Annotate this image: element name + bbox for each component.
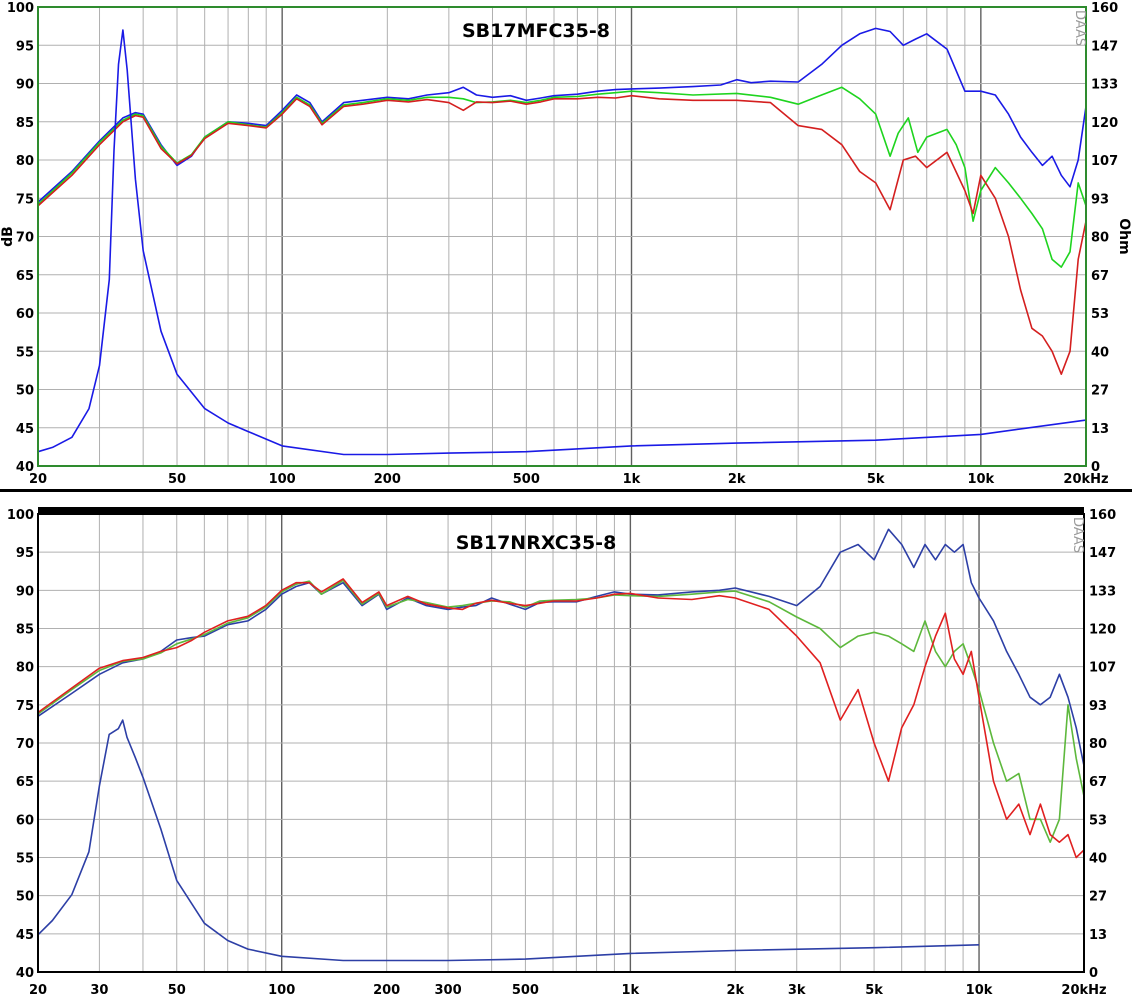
x-tick-label: 2k — [726, 983, 744, 998]
y2-tick-label: 27 — [1089, 890, 1107, 905]
x-tick-label: 1k — [622, 983, 640, 998]
y-tick-label: 55 — [16, 852, 34, 867]
y-tick-label: 50 — [16, 384, 34, 399]
plot-frame — [37, 6, 1087, 467]
y-tick-label: 40 — [16, 966, 34, 981]
y-tick-label: 75 — [16, 192, 34, 207]
y2-axis-label: Ohm — [1116, 218, 1132, 254]
x-tick-label: 200 — [374, 472, 401, 487]
y-tick-label: 70 — [16, 737, 34, 752]
y-tick-label: 95 — [16, 39, 34, 54]
panel-separator — [0, 489, 1132, 492]
y2-tick-label: 53 — [1089, 813, 1107, 828]
y-tick-label: 50 — [16, 890, 34, 905]
x-tick-label: 20kHz — [1061, 983, 1106, 998]
impedance-curve — [37, 29, 1087, 456]
y2-tick-label: 0 — [1089, 966, 1098, 981]
y2-tick-label: 67 — [1089, 775, 1107, 790]
x-tick-label: 3k — [788, 983, 806, 998]
y2-tick-label: 133 — [1091, 78, 1118, 93]
y2-tick-label: 80 — [1091, 231, 1109, 246]
x-tick-label: 100 — [268, 983, 295, 998]
x-tick-label: 1k — [623, 472, 641, 487]
y2-tick-label: 107 — [1091, 154, 1118, 169]
y2-tick-label: 147 — [1089, 546, 1116, 561]
y-tick-label: 70 — [16, 231, 34, 246]
x-tick-label: 50 — [168, 472, 186, 487]
y-tick-label: 90 — [16, 584, 34, 599]
y-axis-label: dB — [0, 226, 16, 247]
y-tick-label: 80 — [16, 661, 34, 676]
response-curve-2 — [37, 578, 1085, 859]
x-tick-label: 200 — [373, 983, 400, 998]
x-tick-label: 20 — [29, 983, 47, 998]
x-tick-label: 5k — [867, 472, 885, 487]
y2-tick-label: 93 — [1091, 192, 1109, 207]
top-chart-panel: SB17MFC35-8 DAAS 40 45 50 55 60 65 70 75 80 85 90 95 1… — [0, 1, 1132, 487]
x-tick-label: 30 — [90, 983, 108, 998]
y-tick-label: 100 — [7, 1, 34, 16]
y-tick-label: 60 — [16, 813, 34, 828]
x-tick-label: 10k — [967, 472, 994, 487]
y2-tick-label: 107 — [1089, 661, 1116, 676]
y2-tick-label: 133 — [1089, 584, 1116, 599]
watermark: DAAS — [1070, 517, 1085, 553]
x-tick-label: 5k — [865, 983, 883, 998]
response-curve-1 — [37, 86, 1087, 268]
x-tick-label: 2k — [728, 472, 746, 487]
plot-frame — [37, 513, 1085, 973]
y2-tick-label: 13 — [1089, 928, 1107, 943]
y2-tick-label: 53 — [1091, 307, 1109, 322]
y-tick-label: 55 — [16, 345, 34, 360]
plot-top-bar — [38, 507, 1084, 514]
y2-tick-label: 0 — [1091, 460, 1100, 475]
y-tick-label: 60 — [16, 307, 34, 322]
x-tick-label: 500 — [512, 983, 539, 998]
y-tick-label: 85 — [16, 116, 34, 131]
y2-tick-label: 67 — [1091, 269, 1109, 284]
y-tick-label: 40 — [16, 460, 34, 475]
y-tick-label: 80 — [16, 154, 34, 169]
y-tick-label: 100 — [7, 508, 34, 523]
y2-tick-label: 93 — [1089, 699, 1107, 714]
x-tick-label: 300 — [434, 983, 461, 998]
y-tick-label: 65 — [16, 775, 34, 790]
y2-tick-label: 120 — [1091, 116, 1118, 131]
y-tick-label: 45 — [16, 928, 34, 943]
x-tick-label: 100 — [269, 472, 296, 487]
y-tick-label: 95 — [16, 546, 34, 561]
y-tick-label: 75 — [16, 699, 34, 714]
x-tick-label: 500 — [513, 472, 540, 487]
watermark: DAAS — [1072, 10, 1087, 46]
chart-title: SB17MFC35-8 — [462, 20, 610, 42]
y-tick-label: 85 — [16, 623, 34, 638]
x-tick-label: 50 — [168, 983, 186, 998]
y-tick-label: 90 — [16, 78, 34, 93]
y2-tick-label: 147 — [1091, 39, 1118, 54]
y2-tick-label: 80 — [1089, 737, 1107, 752]
y2-tick-label: 120 — [1089, 623, 1116, 638]
response-curve-0 — [37, 528, 1085, 767]
response-curve-2 — [37, 94, 1087, 376]
y2-tick-label: 160 — [1089, 508, 1116, 523]
y2-tick-label: 40 — [1091, 345, 1109, 360]
x-tick-label: 10k — [966, 983, 993, 998]
chart-title: SB17NRXC35-8 — [456, 532, 617, 554]
y-tick-label: 65 — [16, 269, 34, 284]
impedance-curve — [37, 719, 980, 962]
x-tick-label: 20 — [29, 472, 47, 487]
y-tick-label: 45 — [16, 422, 34, 437]
bottom-chart-panel: SB17NRXC35-8 DAAS 40 45 50 55 60 65 70 75 80 85 90 95… — [7, 507, 1116, 998]
y2-tick-label: 27 — [1091, 384, 1109, 399]
x-tick-label: 20kHz — [1063, 472, 1108, 487]
y2-tick-label: 40 — [1089, 852, 1107, 867]
y2-tick-label: 160 — [1091, 1, 1118, 16]
y2-tick-label: 13 — [1091, 422, 1109, 437]
